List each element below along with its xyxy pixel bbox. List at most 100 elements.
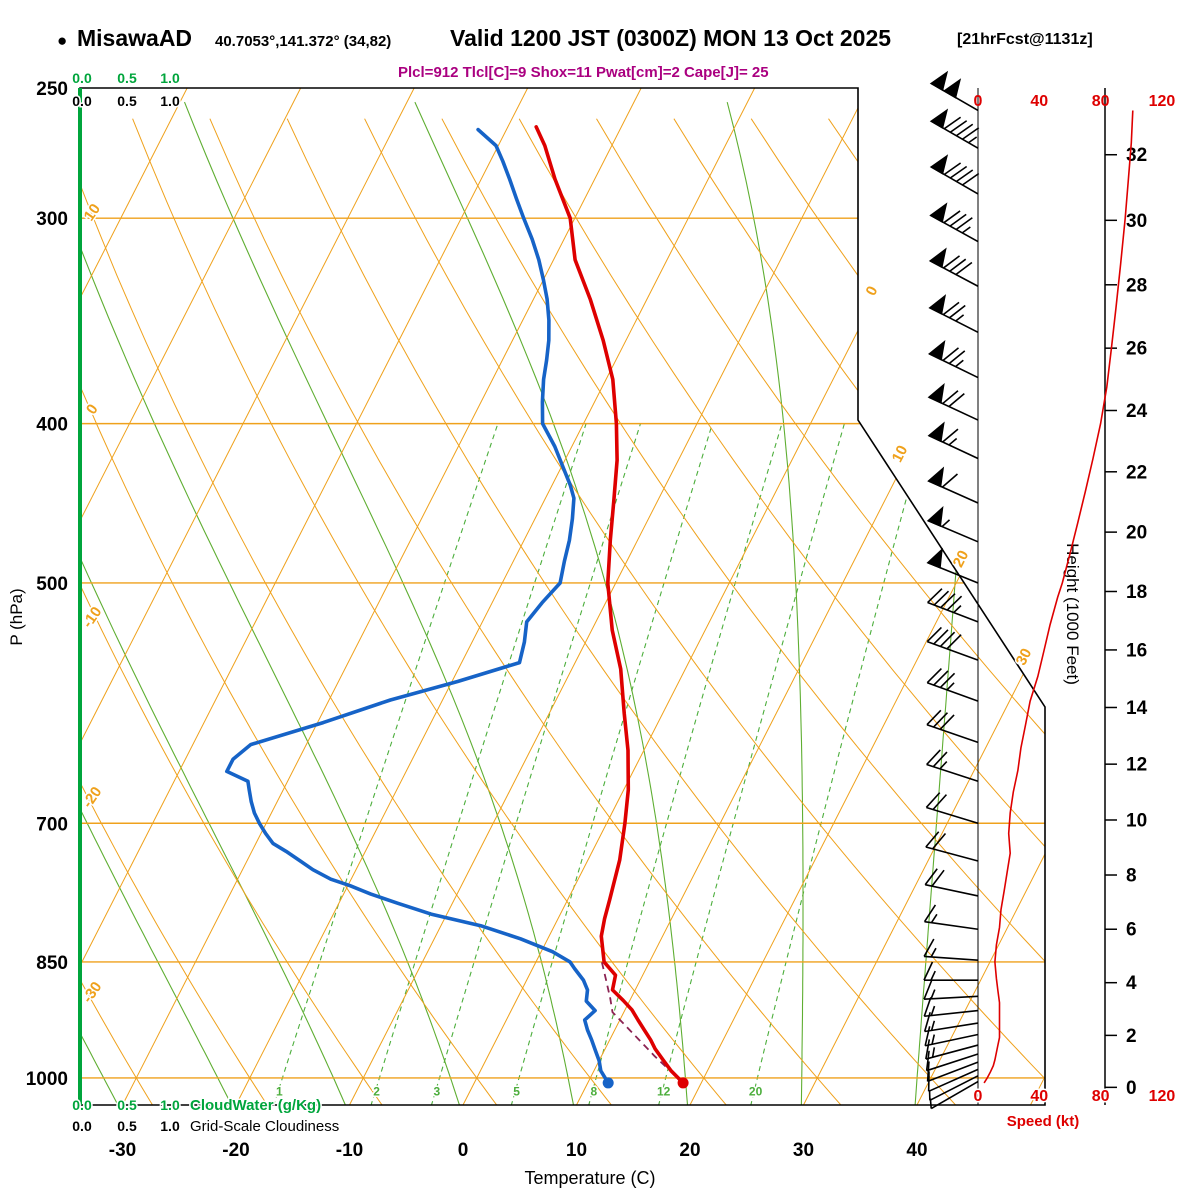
svg-text:400: 400 — [36, 415, 68, 436]
svg-text:40: 40 — [1030, 93, 1048, 110]
cloudwater-scale: 0.0 0.0 0.5 0.5 1.0 1.0 CloudWater (g/Kg) — [71, 70, 323, 1116]
svg-text:1.0: 1.0 — [160, 70, 180, 86]
svg-text:-20: -20 — [222, 1140, 249, 1161]
svg-text:500: 500 — [36, 574, 68, 595]
svg-text:-10: -10 — [79, 604, 105, 632]
svg-text:850: 850 — [36, 953, 68, 974]
wind-barb — [927, 588, 979, 623]
wind-barb — [925, 1050, 979, 1072]
svg-text:10: 10 — [81, 201, 104, 224]
wind-barb — [929, 202, 979, 243]
svg-text:0.5: 0.5 — [117, 1097, 137, 1113]
svg-text:30: 30 — [793, 1140, 814, 1161]
wind-barb — [928, 294, 979, 334]
wind-barb — [923, 904, 979, 931]
svg-text:4: 4 — [1126, 973, 1137, 994]
svg-text:80: 80 — [1092, 93, 1110, 110]
svg-text:120: 120 — [1149, 1088, 1176, 1105]
svg-text:1.0: 1.0 — [160, 1118, 180, 1134]
isotherms — [80, 88, 1045, 1105]
dewpoint-curve — [225, 127, 611, 1085]
svg-text:26: 26 — [1126, 339, 1147, 360]
svg-text:0: 0 — [974, 1088, 983, 1105]
surface-dewpoint-dot — [602, 1077, 614, 1089]
svg-text:40: 40 — [906, 1140, 927, 1161]
svg-text:Speed (kt): Speed (kt) — [1007, 1113, 1080, 1130]
wind-barb — [926, 626, 979, 661]
svg-text:0.0: 0.0 — [72, 1118, 92, 1134]
svg-text:20: 20 — [749, 1084, 763, 1098]
svg-text:10: 10 — [1126, 810, 1147, 831]
svg-text:22: 22 — [1126, 462, 1147, 483]
wind-barb — [929, 154, 980, 195]
svg-text:30: 30 — [1013, 646, 1036, 669]
wind-barb — [927, 466, 979, 504]
forecast-info: [21hrFcst@1131z] — [957, 31, 1093, 48]
svg-text:8: 8 — [1126, 866, 1137, 887]
wind-barb — [923, 980, 979, 1000]
pressure-gridlines — [80, 217, 1045, 1079]
wind-barb — [926, 505, 979, 543]
svg-text:12: 12 — [1126, 755, 1147, 776]
svg-text:0: 0 — [83, 401, 102, 418]
svg-text:12: 12 — [657, 1084, 671, 1098]
svg-text:0.5: 0.5 — [117, 70, 137, 86]
svg-text:14: 14 — [1126, 698, 1148, 719]
svg-text:0.0: 0.0 — [72, 1097, 92, 1113]
temperature-axis-labels: -30 -20 -10 0 10 20 30 40 — [109, 1140, 928, 1161]
wind-barb — [926, 547, 979, 584]
svg-text:20: 20 — [1126, 523, 1147, 544]
svg-text:-10: -10 — [336, 1140, 363, 1161]
wind-barb — [923, 1012, 979, 1033]
wind-barb — [927, 339, 979, 379]
temperature-curve — [534, 125, 685, 1085]
svg-text:24: 24 — [1126, 401, 1148, 422]
svg-text:-30: -30 — [79, 979, 105, 1007]
wind-barb — [928, 247, 979, 287]
svg-text:0.5: 0.5 — [117, 93, 137, 109]
svg-text:1: 1 — [276, 1084, 283, 1098]
svg-text:P (hPa): P (hPa) — [7, 588, 26, 645]
svg-text:2: 2 — [1126, 1026, 1137, 1047]
svg-text:10: 10 — [889, 443, 912, 466]
svg-text:250: 250 — [36, 79, 68, 100]
svg-text:1.0: 1.0 — [160, 1097, 180, 1113]
wind-barb — [925, 1039, 979, 1060]
mixing-ratio-lines — [272, 423, 928, 1105]
svg-text:0: 0 — [974, 93, 983, 110]
wind-barb — [927, 421, 979, 460]
svg-text:28: 28 — [1126, 275, 1147, 296]
svg-text:10: 10 — [566, 1140, 587, 1161]
svg-text:Height (1000 Feet): Height (1000 Feet) — [1063, 543, 1082, 685]
cloudiness-scale: 0.0 0.0 0.5 0.5 1.0 1.0 Grid-Scale Cloudiness — [71, 92, 339, 1136]
svg-text:80: 80 — [1092, 1088, 1110, 1105]
wind-barb — [925, 792, 979, 825]
station-marker: ● — [57, 31, 68, 50]
svg-text:Temperature (C): Temperature (C) — [524, 1168, 655, 1188]
svg-text:40: 40 — [1030, 1088, 1048, 1105]
pressure-axis-labels: 250 300 400 500 700 850 1000 — [26, 79, 68, 1090]
wind-barb — [923, 938, 979, 962]
svg-text:0: 0 — [1126, 1078, 1137, 1099]
svg-text:0: 0 — [458, 1140, 469, 1161]
svg-text:5: 5 — [513, 1084, 520, 1098]
svg-text:1.0: 1.0 — [160, 93, 180, 109]
wind-barb — [926, 667, 979, 702]
svg-text:0: 0 — [863, 283, 882, 298]
svg-text:3: 3 — [434, 1084, 441, 1098]
svg-text:0.5: 0.5 — [117, 1118, 137, 1134]
svg-text:20: 20 — [679, 1140, 700, 1161]
svg-text:8: 8 — [591, 1084, 598, 1098]
parcel-path — [600, 961, 684, 1084]
svg-text:CloudWater (g/Kg): CloudWater (g/Kg) — [190, 1097, 321, 1114]
wind-barb — [926, 709, 979, 744]
wind-barb — [924, 868, 979, 897]
svg-text:1000: 1000 — [26, 1069, 68, 1090]
valid-time: Valid 1200 JST (0300Z) MON 13 Oct 2025 — [450, 25, 892, 51]
station-coords: 40.7053°,141.372° (34,82) — [215, 33, 392, 50]
svg-text:-30: -30 — [109, 1140, 136, 1161]
wind-barb — [925, 831, 979, 862]
